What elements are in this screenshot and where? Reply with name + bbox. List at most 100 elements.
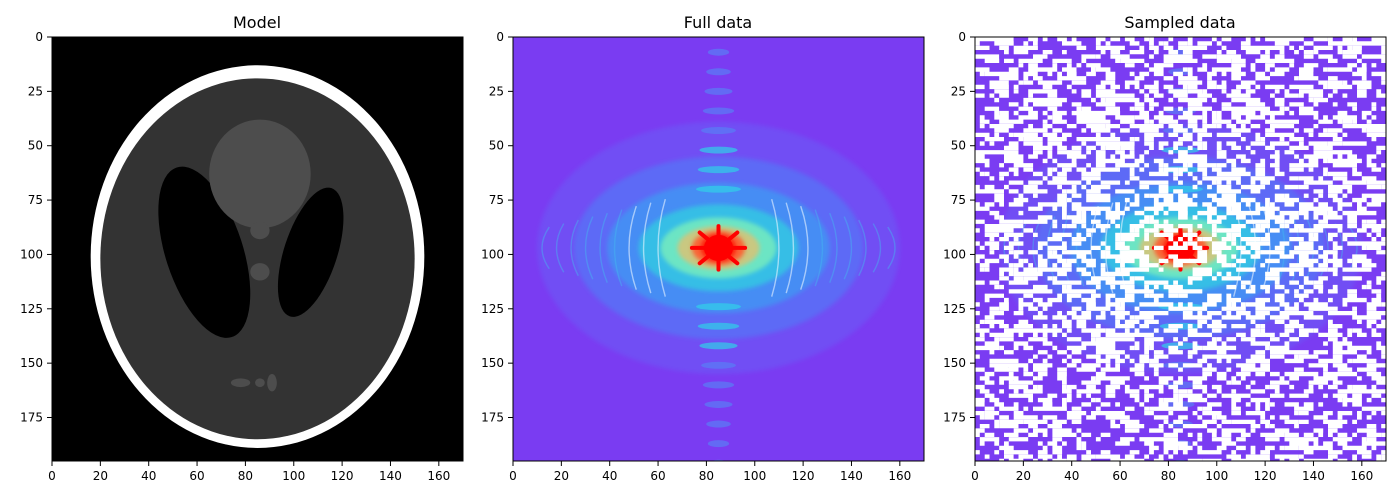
full-data-spectrum-streak bbox=[704, 87, 733, 95]
full-data-y-tick-label: 75 bbox=[489, 193, 504, 207]
full-data-spectrum-streak bbox=[706, 68, 731, 76]
model-y-tick-label: 100 bbox=[20, 247, 43, 261]
full-data-x-tick-label: 100 bbox=[743, 469, 766, 483]
full-data-spectrum-streak bbox=[702, 381, 735, 389]
full-data-spectrum-fringe bbox=[642, 202, 652, 294]
model-y-tick-label: 175 bbox=[20, 411, 43, 425]
full-data-spectrum-fringe bbox=[785, 202, 795, 294]
panel-sampled-data: Sampled data 0 20 40 60 80 100 120 140 160 0 25 50 7… bbox=[943, 13, 1387, 483]
model-x-tick-label: 160 bbox=[427, 469, 450, 483]
model-y-tick-label: 0 bbox=[35, 30, 43, 44]
full-data-spectrum-fringe bbox=[570, 219, 579, 277]
sampled-data-y-tick-label: 175 bbox=[943, 411, 966, 425]
sampled-data-x-tick-label: 80 bbox=[1161, 469, 1176, 483]
full-data-spectrum-core bbox=[703, 234, 734, 261]
full-data-x-tick-label: 20 bbox=[554, 469, 569, 483]
panel-title-model: Model bbox=[233, 13, 281, 32]
full-data-y-tick-label: 125 bbox=[481, 302, 504, 316]
panel-title-full-data: Full data bbox=[684, 13, 752, 32]
model-shape-bottom-a bbox=[230, 378, 251, 388]
full-data-spectrum-streak bbox=[701, 361, 736, 369]
sampled-data-x-tick-label: 100 bbox=[1205, 469, 1228, 483]
sampled-data-x-tick-label: 0 bbox=[971, 469, 979, 483]
sampled-data-missing-cells bbox=[975, 37, 1386, 461]
full-data-spectrum-fringe bbox=[887, 226, 896, 270]
full-data-spectrum-fringe bbox=[771, 199, 780, 297]
sampled-data-missing-mask bbox=[975, 37, 1386, 461]
sampled-data-y-tick-label: 100 bbox=[943, 247, 966, 261]
full-data-spectrum-streak bbox=[696, 303, 741, 311]
sampled-data-x-tick-label: 140 bbox=[1302, 469, 1325, 483]
image-area-model bbox=[52, 37, 463, 461]
sampled-data-x-tick-label: 20 bbox=[1016, 469, 1031, 483]
model-y-tick-label: 25 bbox=[28, 84, 43, 98]
full-data-y-tick-label: 0 bbox=[496, 30, 504, 44]
full-data-spectrum-streak bbox=[699, 146, 738, 154]
full-data-spectrum-fringe bbox=[541, 226, 550, 270]
sampled-data-x-tick-label: 60 bbox=[1112, 469, 1127, 483]
model-shape-small-mid bbox=[250, 263, 270, 281]
full-data-y-tick-label: 50 bbox=[489, 139, 504, 153]
sampled-data-x-tick-label: 160 bbox=[1350, 469, 1373, 483]
model-x-tick-label: 60 bbox=[189, 469, 204, 483]
panel-model: Model 0 20 40 60 80 100 120 140 160 0 25 50 75 100 125… bbox=[20, 13, 464, 483]
sampled-data-x-tick-label: 40 bbox=[1064, 469, 1079, 483]
full-data-spectrum-fringe bbox=[628, 205, 637, 290]
full-data-y-tick-label: 175 bbox=[481, 411, 504, 425]
full-data-spectrum-fringe bbox=[872, 223, 882, 273]
model-shape-bottom-b bbox=[255, 378, 265, 388]
full-data-spectrum-fringe bbox=[814, 209, 824, 287]
full-data-spectrum-streak bbox=[696, 185, 741, 193]
ticks-model: 0 20 40 60 80 100 120 140 160 0 25 50 75 100 125 150 175 bbox=[20, 30, 450, 483]
full-data-x-tick-label: 120 bbox=[792, 469, 815, 483]
model-x-tick-label: 80 bbox=[238, 469, 253, 483]
full-data-spectrum-fringe bbox=[858, 219, 867, 277]
full-data-y-tick-label: 25 bbox=[489, 84, 504, 98]
full-data-x-tick-label: 80 bbox=[699, 469, 714, 483]
image-area-full-data bbox=[513, 37, 924, 461]
full-data-x-tick-label: 140 bbox=[840, 469, 863, 483]
sampled-data-y-tick-label: 125 bbox=[943, 302, 966, 316]
full-data-spectrum-fringe bbox=[829, 212, 838, 283]
full-data-spectrum-fringe bbox=[657, 199, 666, 297]
model-x-tick-label: 100 bbox=[282, 469, 305, 483]
model-y-tick-label: 150 bbox=[20, 356, 43, 370]
sampled-data-y-tick-label: 75 bbox=[951, 193, 966, 207]
full-data-spectrum-streak bbox=[704, 400, 733, 408]
model-x-tick-label: 40 bbox=[141, 469, 156, 483]
full-data-spectrum-streak bbox=[701, 127, 736, 134]
model-shape-small-top bbox=[250, 221, 270, 240]
panel-title-sampled-data: Sampled data bbox=[1124, 13, 1235, 32]
full-data-spectrum-fringe bbox=[599, 212, 608, 283]
model-x-tick-label: 120 bbox=[331, 469, 354, 483]
model-shape-upper-blob bbox=[209, 119, 311, 229]
full-data-spectrum-streak bbox=[697, 166, 740, 174]
full-data-y-tick-label: 100 bbox=[481, 247, 504, 261]
sampled-data-y-tick-label: 50 bbox=[951, 139, 966, 153]
model-shape-bottom-c bbox=[267, 374, 277, 392]
full-data-spectrum-fringe bbox=[613, 209, 623, 287]
axes-frame-full-data bbox=[512, 36, 925, 462]
full-data-spectrum-streak bbox=[707, 48, 730, 56]
full-data-spectrum-streak bbox=[697, 322, 740, 330]
sampled-data-x-tick-label: 120 bbox=[1254, 469, 1277, 483]
full-data-y-tick-label: 150 bbox=[481, 356, 504, 370]
model-shape-right-ventricle bbox=[277, 187, 344, 317]
sampled-data-y-tick-label: 150 bbox=[943, 356, 966, 370]
sampled-data-y-tick-label: 0 bbox=[958, 30, 966, 44]
axes-frame-model bbox=[51, 36, 464, 462]
panel-full-data: Full data 0 20 40 60 80 100 120 140 160 0 25 50 75 10… bbox=[481, 13, 925, 483]
full-data-spectrum-streak bbox=[706, 420, 731, 428]
sampled-data-spectrum-fringe bbox=[1349, 226, 1358, 270]
model-x-tick-label: 0 bbox=[48, 469, 56, 483]
full-data-spectrum-fringe bbox=[584, 216, 594, 280]
full-data-spectrum-fringe bbox=[555, 223, 565, 273]
full-data-spectrum-fringe bbox=[800, 205, 809, 290]
full-data-spectrum-streak bbox=[702, 107, 735, 115]
sampled-data-y-tick-label: 25 bbox=[951, 84, 966, 98]
sampled-data-spectrum-fringe bbox=[1075, 209, 1085, 287]
full-data-spectrum-streak bbox=[699, 342, 738, 350]
full-data-spectrum-fringe bbox=[843, 216, 853, 280]
ticks-sampled-data: 0 20 40 60 80 100 120 140 160 0 25 50 75 100 125 150 175 bbox=[943, 30, 1373, 483]
model-y-tick-label: 75 bbox=[28, 193, 43, 207]
